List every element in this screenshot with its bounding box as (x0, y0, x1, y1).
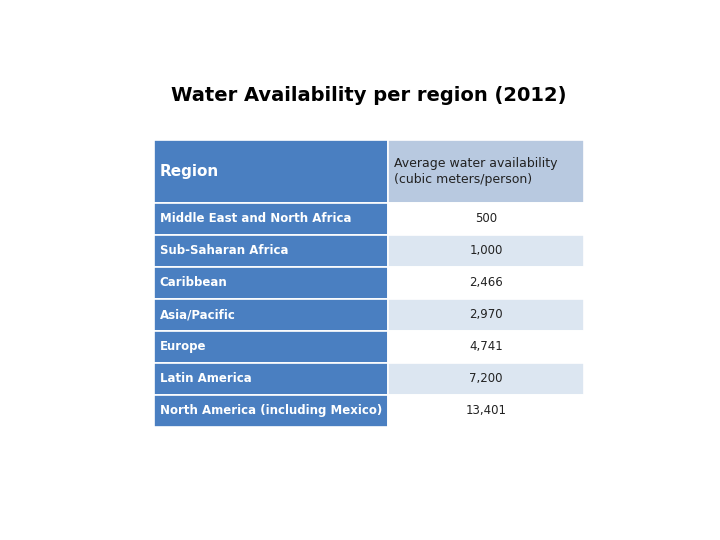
Bar (388, 362, 584, 395)
Bar (154, 299, 388, 330)
Bar (388, 299, 584, 330)
Text: Caribbean: Caribbean (160, 276, 228, 289)
Text: North America (including Mexico): North America (including Mexico) (160, 404, 382, 417)
Bar (388, 202, 584, 235)
Bar (154, 235, 388, 267)
Bar (154, 267, 388, 299)
Bar (388, 140, 584, 202)
Text: Water Availability per region (2012): Water Availability per region (2012) (171, 85, 567, 105)
Text: 1,000: 1,000 (469, 244, 503, 257)
Bar (388, 395, 584, 427)
Text: Europe: Europe (160, 340, 206, 353)
Bar (388, 235, 584, 267)
Text: Asia/Pacific: Asia/Pacific (160, 308, 235, 321)
Text: 2,466: 2,466 (469, 276, 503, 289)
Bar (154, 330, 388, 362)
Bar (154, 140, 388, 202)
Text: 500: 500 (475, 212, 497, 225)
Bar (154, 395, 388, 427)
Text: 7,200: 7,200 (469, 372, 503, 385)
Text: 2,970: 2,970 (469, 308, 503, 321)
Bar (154, 362, 388, 395)
Text: 4,741: 4,741 (469, 340, 503, 353)
Text: Average water availability
(cubic meters/person): Average water availability (cubic meters… (394, 157, 557, 186)
Text: Latin America: Latin America (160, 372, 251, 385)
Text: Region: Region (160, 164, 219, 179)
Text: 13,401: 13,401 (466, 404, 507, 417)
Bar (388, 330, 584, 362)
Bar (154, 202, 388, 235)
Bar (388, 267, 584, 299)
Text: Sub-Saharan Africa: Sub-Saharan Africa (160, 244, 288, 257)
Text: Middle East and North Africa: Middle East and North Africa (160, 212, 351, 225)
